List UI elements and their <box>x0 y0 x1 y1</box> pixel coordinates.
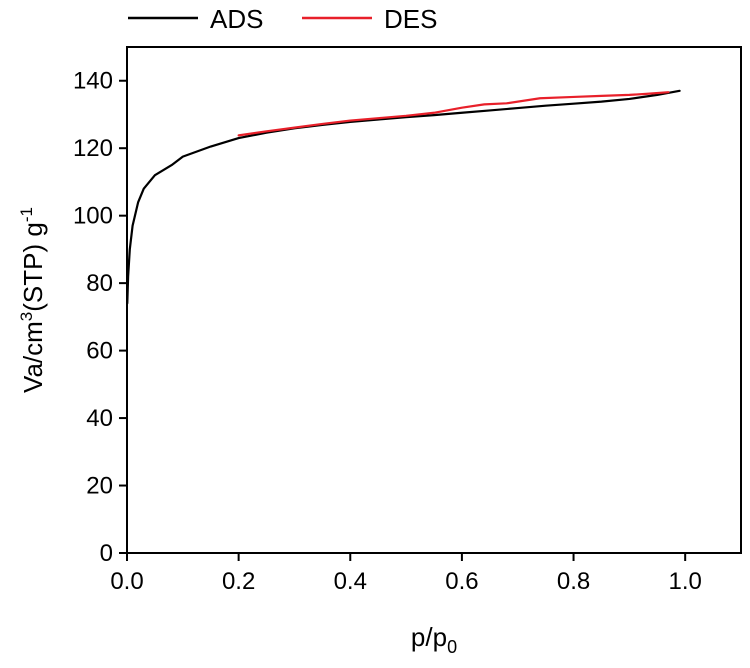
plot-area-frame <box>126 46 742 554</box>
y-axis-title-sup2: -1 <box>17 207 36 222</box>
y-tick-label: 80 <box>86 270 113 297</box>
series-line-des <box>237 91 670 137</box>
y-tick-label: 0 <box>100 540 113 567</box>
x-tick-label: 0.4 <box>334 568 367 595</box>
legend-label-ads: ADS <box>210 4 263 34</box>
data-series <box>126 89 681 305</box>
y-tick-label: 60 <box>86 338 113 365</box>
y-tick-label: 120 <box>73 135 113 162</box>
y-tick-label: 100 <box>73 203 113 230</box>
y-axis-title-mid: (STP) g <box>18 222 48 312</box>
x-tick-label: 0.0 <box>110 568 143 595</box>
x-axis-title: p/p0 <box>411 622 457 657</box>
x-axis-title-subscript: 0 <box>447 637 457 657</box>
x-axis-title-main: p/p <box>411 622 447 652</box>
axis-ticks: 0.0 0.2 0.4 0.6 0.8 1.0 0 20 40 60 80 100 120 140 <box>73 68 702 595</box>
x-tick-label: 0.6 <box>445 568 478 595</box>
x-tick-label: 0.8 <box>557 568 590 595</box>
y-tick-label: 20 <box>86 473 113 500</box>
series-line-ads <box>126 89 681 305</box>
y-axis-title-pre: Va/cm <box>18 321 48 393</box>
y-axis-title: Va/cm3(STP) g-1 <box>17 207 48 393</box>
legend-label-des: DES <box>384 4 437 34</box>
legend: ADS DES <box>128 4 437 34</box>
y-axis-title-sup1: 3 <box>17 312 36 321</box>
x-tick-label: 0.2 <box>222 568 255 595</box>
y-tick-label: 40 <box>86 405 113 432</box>
y-tick-label: 140 <box>73 68 113 95</box>
x-tick-label: 1.0 <box>668 568 701 595</box>
